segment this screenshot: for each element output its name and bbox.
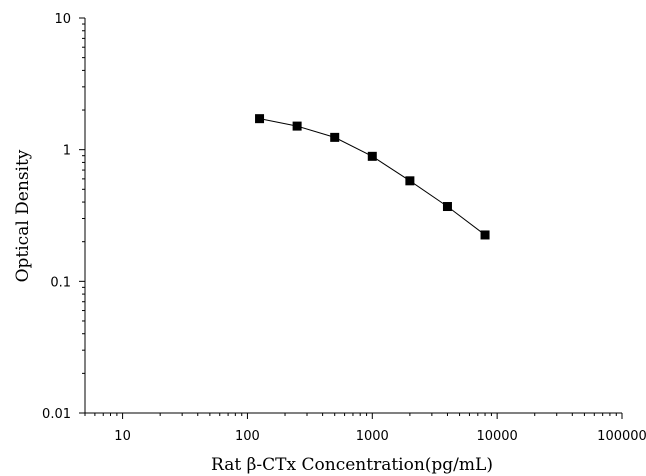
data-point-marker (442, 202, 452, 212)
data-point-marker (367, 151, 377, 161)
data-point-marker (330, 132, 340, 142)
axes-group (84, 18, 622, 414)
data-point-marker (255, 114, 265, 124)
y-axis-title: Optical Density (13, 149, 33, 282)
x-tick-label: 10 (114, 429, 131, 444)
x-axis-title: Rat β-CTx Concentration(pg/mL) (211, 455, 493, 475)
tick-labels-group: 10 100 1000 10000 100000 0.01 0.1 1 10 (42, 12, 646, 444)
x-tick-label: 100 (235, 429, 260, 444)
y-tick-label: 0.01 (42, 407, 71, 422)
x-tick-label: 10000 (476, 429, 517, 444)
x-tick-label: 1000 (356, 429, 389, 444)
y-tick-label: 1 (63, 144, 71, 159)
x-tick-label: 100000 (597, 429, 646, 444)
series-group (255, 114, 490, 240)
series-line (259, 118, 486, 236)
ticks-group (79, 17, 623, 419)
y-tick-label: 0.1 (50, 275, 71, 290)
y-tick-label: 10 (54, 12, 71, 27)
data-point-marker (480, 230, 490, 240)
data-point-marker (292, 121, 302, 131)
data-point-marker (405, 176, 415, 186)
